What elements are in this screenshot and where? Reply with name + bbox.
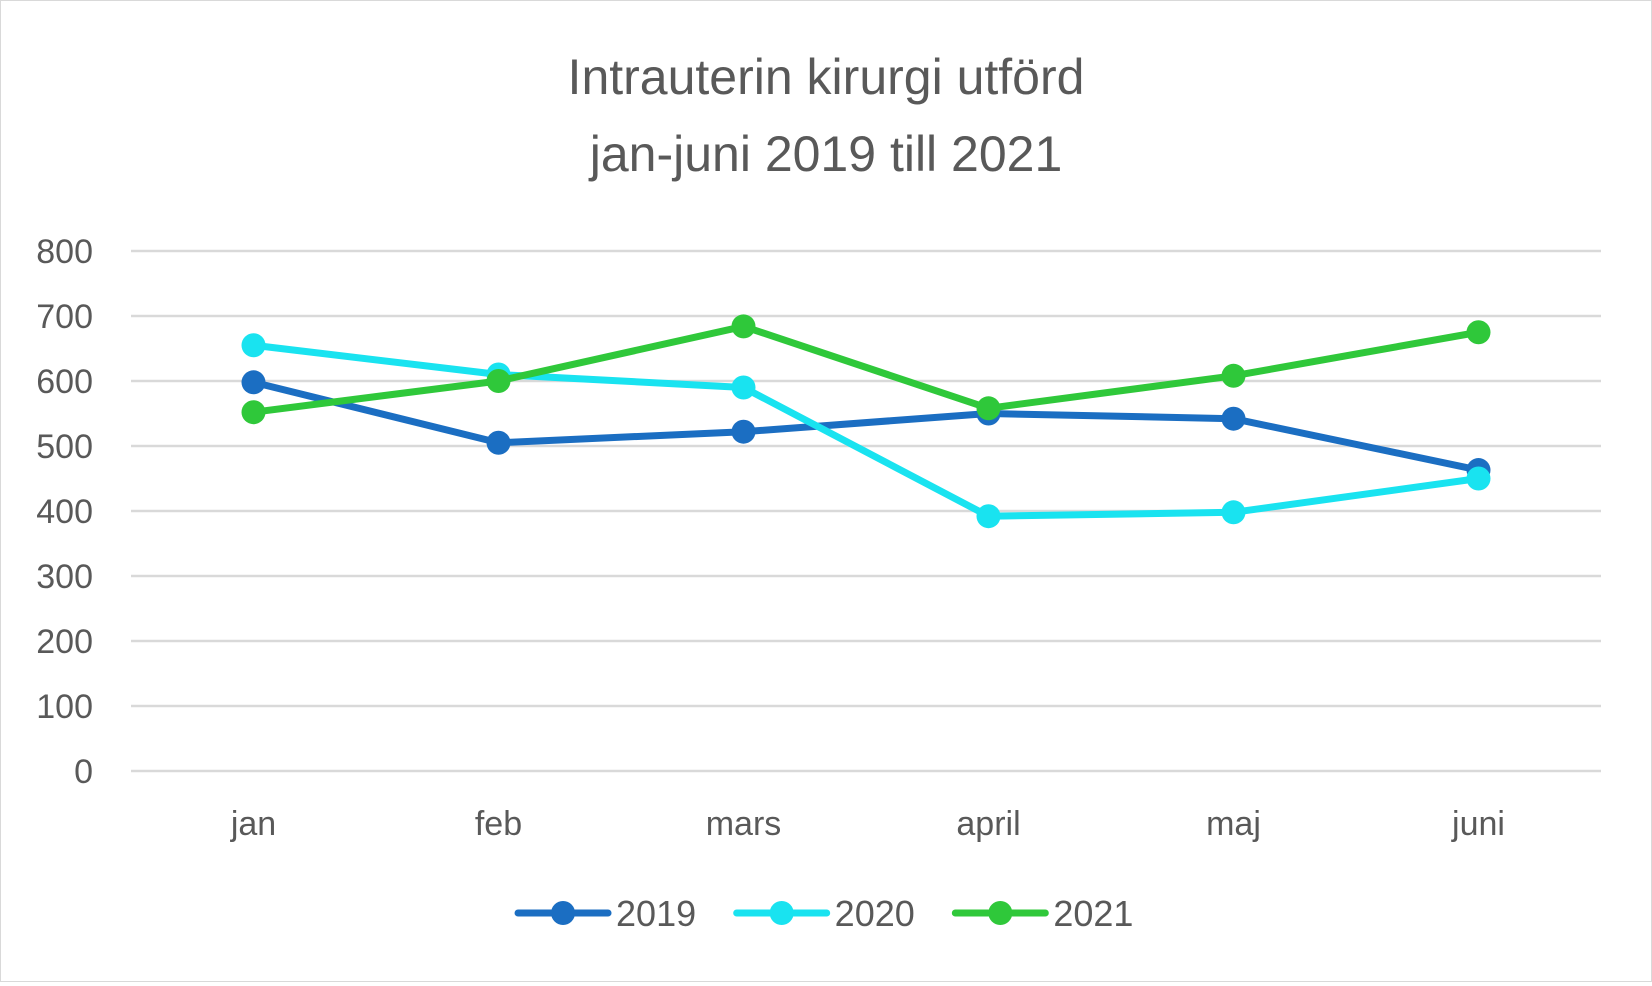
series-line-2021 [250, 322, 1482, 416]
y-tick-label: 0 [74, 753, 93, 791]
data-point-2021-mars [731, 314, 756, 339]
legend-item-2021: 2021 [951, 893, 1133, 934]
series-2019 [241, 370, 1491, 483]
legend-label: 2021 [1053, 893, 1133, 934]
data-point-2020-jan [241, 333, 266, 358]
y-tick-label: 100 [36, 688, 93, 726]
data-point-2020-april [976, 504, 1001, 529]
legend-label: 2020 [835, 893, 915, 934]
x-tick-label: feb [475, 805, 522, 843]
y-tick-label: 500 [36, 428, 93, 466]
gridlines [131, 249, 1601, 773]
y-tick-label: 400 [36, 493, 93, 531]
chart-title: Intrauterin kirurgi utförd jan-juni 2019… [568, 49, 1085, 182]
data-point-2021-feb [486, 369, 511, 393]
data-point-2021-maj [1221, 363, 1246, 388]
chart-title-line-2: jan-juni 2019 till 2021 [588, 126, 1063, 182]
legend: 2019 2020 2021 [514, 893, 1133, 934]
data-point-2020-maj [1221, 500, 1246, 525]
y-tick-label: 300 [36, 558, 93, 596]
x-axis-tick-labels: jan feb mars april maj juni [230, 805, 1505, 843]
series-lines [241, 314, 1491, 529]
data-point-2019-mars [731, 419, 756, 444]
data-point-2021-jan [241, 400, 266, 425]
legend-swatch-marker [769, 901, 794, 925]
x-tick-label: juni [1451, 805, 1505, 843]
legend-item-2020: 2020 [733, 893, 915, 934]
series-line-2020 [250, 341, 1482, 520]
x-tick-label: jan [230, 805, 276, 843]
data-point-2021-juni [1466, 320, 1491, 345]
legend-item-2019: 2019 [514, 893, 696, 934]
series-line-2019 [250, 378, 1482, 474]
legend-label: 2019 [616, 893, 696, 934]
x-tick-label: april [956, 805, 1020, 843]
data-point-2019-feb [486, 430, 511, 455]
data-point-2019-maj [1221, 406, 1246, 431]
x-tick-label: mars [706, 805, 782, 843]
legend-swatch-marker [988, 901, 1013, 925]
chart-title-line-1: Intrauterin kirurgi utförd [568, 49, 1085, 105]
data-point-2019-jan [241, 370, 266, 395]
y-axis-tick-labels: 0 100 200 300 400 500 600 700 800 [36, 233, 93, 791]
data-point-2020-mars [731, 375, 756, 400]
y-tick-label: 800 [36, 233, 93, 271]
y-tick-label: 700 [36, 298, 93, 336]
series-2021 [241, 314, 1491, 425]
data-point-2021-april [976, 396, 1001, 421]
data-point-2020-juni [1466, 466, 1491, 491]
legend-swatch-marker [551, 901, 576, 925]
x-tick-label: maj [1206, 805, 1261, 843]
y-tick-label: 200 [36, 623, 93, 661]
y-tick-label: 600 [36, 363, 93, 401]
